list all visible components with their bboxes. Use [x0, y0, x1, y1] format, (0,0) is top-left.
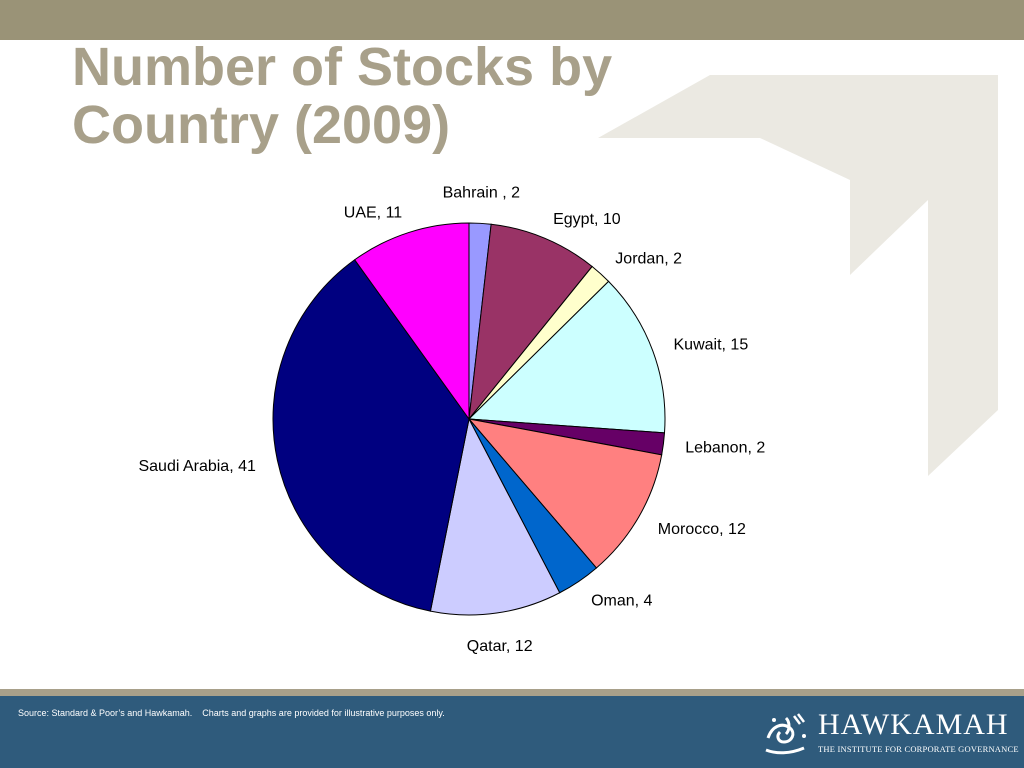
pie-label-kuwait: Kuwait, 15 [674, 337, 749, 354]
pie-labels: Bahrain , 2 Egypt, 10 Jordan, 2 Kuwait, 15 L… [138, 184, 765, 655]
top-bar [0, 0, 1024, 40]
logo-tagline: THE INSTITUTE FOR CORPORATE GOVERNANCE [818, 744, 1019, 754]
logo-name: HAWKAMAH [818, 708, 1009, 741]
pie-chart: Bahrain , 2 Egypt, 10 Jordan, 2 Kuwait, 15 L… [138, 184, 765, 655]
slide-title: Number of Stocks by Country (2009) [72, 37, 613, 155]
pie-label-bahrain: Bahrain , 2 [443, 184, 520, 201]
calligraphy-logo-icon [765, 713, 806, 755]
pie-slice-egypt [468, 223, 593, 421]
pie-label-egypt: Egypt, 10 [553, 211, 621, 228]
pie-slice-kuwait [467, 280, 666, 434]
pie-slice-morocco [467, 418, 663, 569]
source-note: Source: Standard & Poor’s and Hawkamah. … [18, 708, 445, 718]
pie-label-jordan: Jordan, 2 [615, 250, 682, 267]
pie-slice-saudi-arabia [272, 259, 470, 612]
arrow-watermark-icon [598, 75, 998, 476]
pie-label-saudi-arabia: Saudi Arabia, 41 [138, 458, 256, 475]
pie-label-oman: Oman, 4 [591, 593, 652, 610]
pie-label-morocco: Morocco, 12 [658, 521, 746, 538]
pie-slice-uae [353, 222, 470, 421]
footer: Source: Standard & Poor’s and Hawkamah. … [0, 696, 1024, 768]
pie-slices [272, 222, 666, 616]
pie-label-qatar: Qatar, 12 [467, 638, 533, 655]
hawkamah-logo: HAWKAMAH THE INSTITUTE FOR CORPORATE GOV… [760, 706, 1019, 758]
pie-label-lebanon: Lebanon, 2 [685, 440, 765, 457]
pie-label-uae: UAE, 11 [344, 205, 403, 222]
pie-slice-qatar [429, 417, 561, 616]
footer-divider [0, 689, 1024, 696]
